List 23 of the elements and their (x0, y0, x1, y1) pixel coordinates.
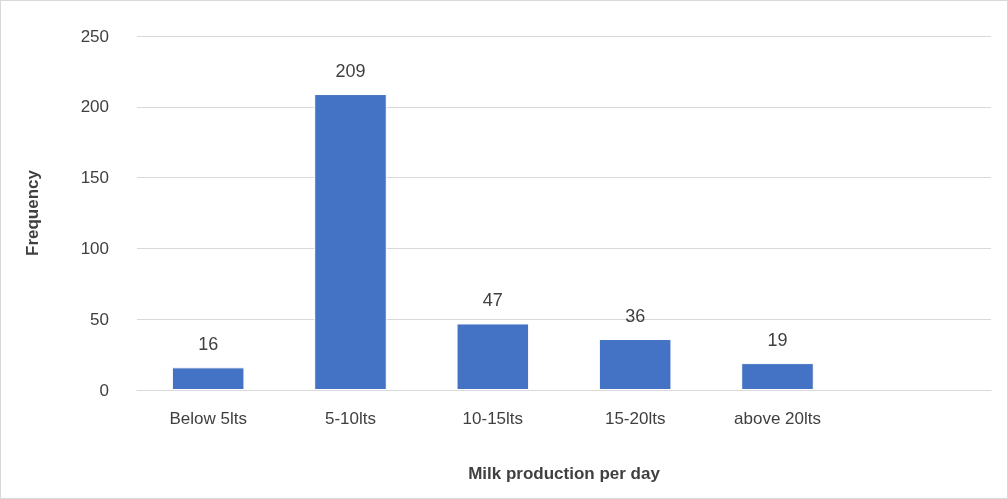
x-tick-label: 5-10lts (324, 409, 377, 428)
x-axis-title: Milk production per day (468, 464, 661, 483)
x-tick-label: above 20lts (734, 409, 821, 428)
data-label: 16 (198, 334, 219, 355)
y-tick-label: 150 (80, 168, 109, 188)
x-tick-label: Below 5lts (169, 409, 247, 428)
data-label: 209 (335, 61, 366, 82)
y-tick-label: 50 (90, 309, 109, 329)
bar (741, 363, 814, 390)
data-label: 19 (767, 330, 788, 351)
y-tick-label: 250 (80, 26, 109, 46)
y-tick-label: 0 (99, 380, 109, 400)
data-label: 47 (482, 290, 503, 311)
x-tick-label: 10-15lts (462, 409, 524, 428)
bar (171, 367, 245, 390)
bar (314, 94, 387, 390)
bar (598, 339, 672, 390)
y-axis-title: Frequency (23, 169, 42, 256)
data-label: 36 (625, 306, 646, 327)
x-tick-label: 15-20lts (604, 409, 666, 428)
y-tick-label: 200 (80, 97, 109, 117)
bar (456, 323, 530, 390)
y-tick-label: 100 (80, 238, 109, 258)
